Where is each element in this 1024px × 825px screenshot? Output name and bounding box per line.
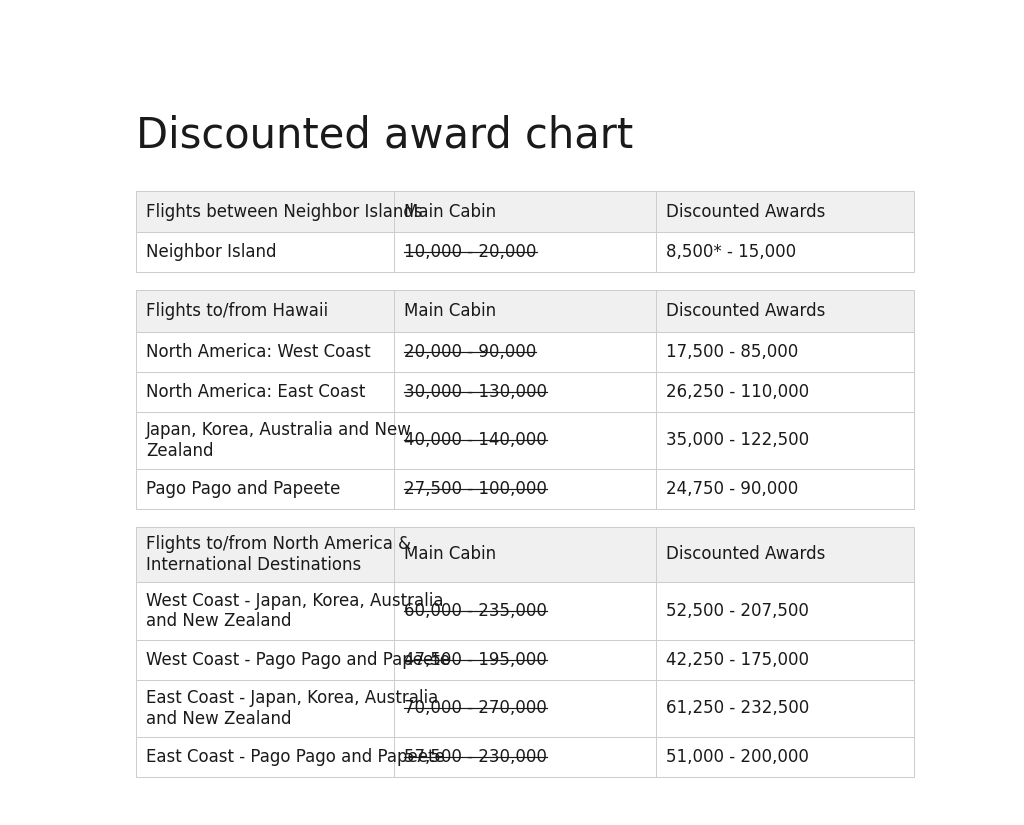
- Bar: [136, 582, 913, 639]
- Text: 61,250 - 232,500: 61,250 - 232,500: [666, 700, 809, 717]
- Text: Discounted Awards: Discounted Awards: [666, 302, 825, 320]
- Text: 42,250 - 175,000: 42,250 - 175,000: [666, 651, 809, 668]
- Text: West Coast - Japan, Korea, Australia
and New Zealand: West Coast - Japan, Korea, Australia and…: [146, 592, 443, 630]
- Bar: [136, 290, 913, 332]
- Text: 24,750 - 90,000: 24,750 - 90,000: [666, 479, 799, 497]
- Text: North America: West Coast: North America: West Coast: [146, 342, 371, 361]
- Text: Flights to/from Hawaii: Flights to/from Hawaii: [146, 302, 329, 320]
- Text: Discounted Awards: Discounted Awards: [666, 203, 825, 221]
- Text: 35,000 - 122,500: 35,000 - 122,500: [666, 431, 809, 449]
- Text: 40,000 - 140,000: 40,000 - 140,000: [404, 431, 547, 449]
- Text: Flights to/from North America &
International Destinations: Flights to/from North America & Internat…: [146, 535, 412, 574]
- Bar: [136, 412, 913, 469]
- Text: Main Cabin: Main Cabin: [404, 203, 497, 221]
- Text: 10,000 - 20,000: 10,000 - 20,000: [404, 243, 537, 262]
- Text: Main Cabin: Main Cabin: [404, 545, 497, 563]
- Text: East Coast - Pago Pago and Papeete: East Coast - Pago Pago and Papeete: [146, 747, 445, 766]
- Text: Discounted award chart: Discounted award chart: [136, 115, 633, 157]
- Text: 47,500 - 195,000: 47,500 - 195,000: [404, 651, 547, 668]
- Text: East Coast - Japan, Korea, Australia
and New Zealand: East Coast - Japan, Korea, Australia and…: [146, 689, 438, 728]
- Text: 8,500* - 15,000: 8,500* - 15,000: [666, 243, 797, 262]
- Bar: [136, 233, 913, 272]
- Text: 27,500 - 100,000: 27,500 - 100,000: [404, 479, 547, 497]
- Bar: [136, 469, 913, 509]
- Text: 70,000 - 270,000: 70,000 - 270,000: [404, 700, 547, 717]
- Text: Discounted Awards: Discounted Awards: [666, 545, 825, 563]
- Text: 57,500 - 230,000: 57,500 - 230,000: [404, 747, 547, 766]
- Text: 26,250 - 110,000: 26,250 - 110,000: [666, 383, 809, 400]
- Text: West Coast - Pago Pago and Papeete: West Coast - Pago Pago and Papeete: [146, 651, 451, 668]
- Text: Main Cabin: Main Cabin: [404, 302, 497, 320]
- Text: Pago Pago and Papeete: Pago Pago and Papeete: [146, 479, 341, 497]
- Text: 20,000 - 90,000: 20,000 - 90,000: [404, 342, 537, 361]
- Text: 17,500 - 85,000: 17,500 - 85,000: [666, 342, 799, 361]
- Text: 60,000 - 235,000: 60,000 - 235,000: [404, 602, 547, 620]
- Text: Flights between Neighbor Islands: Flights between Neighbor Islands: [146, 203, 423, 221]
- Bar: [136, 332, 913, 371]
- Bar: [136, 191, 913, 233]
- Text: North America: East Coast: North America: East Coast: [146, 383, 366, 400]
- Bar: [136, 526, 913, 582]
- Bar: [136, 680, 913, 737]
- Text: Neighbor Island: Neighbor Island: [146, 243, 276, 262]
- Bar: [136, 639, 913, 680]
- Text: 52,500 - 207,500: 52,500 - 207,500: [666, 602, 809, 620]
- Bar: [136, 371, 913, 412]
- Text: 51,000 - 200,000: 51,000 - 200,000: [666, 747, 809, 766]
- Text: Japan, Korea, Australia and New
Zealand: Japan, Korea, Australia and New Zealand: [146, 421, 412, 460]
- Bar: [136, 737, 913, 777]
- Text: 30,000 - 130,000: 30,000 - 130,000: [404, 383, 547, 400]
